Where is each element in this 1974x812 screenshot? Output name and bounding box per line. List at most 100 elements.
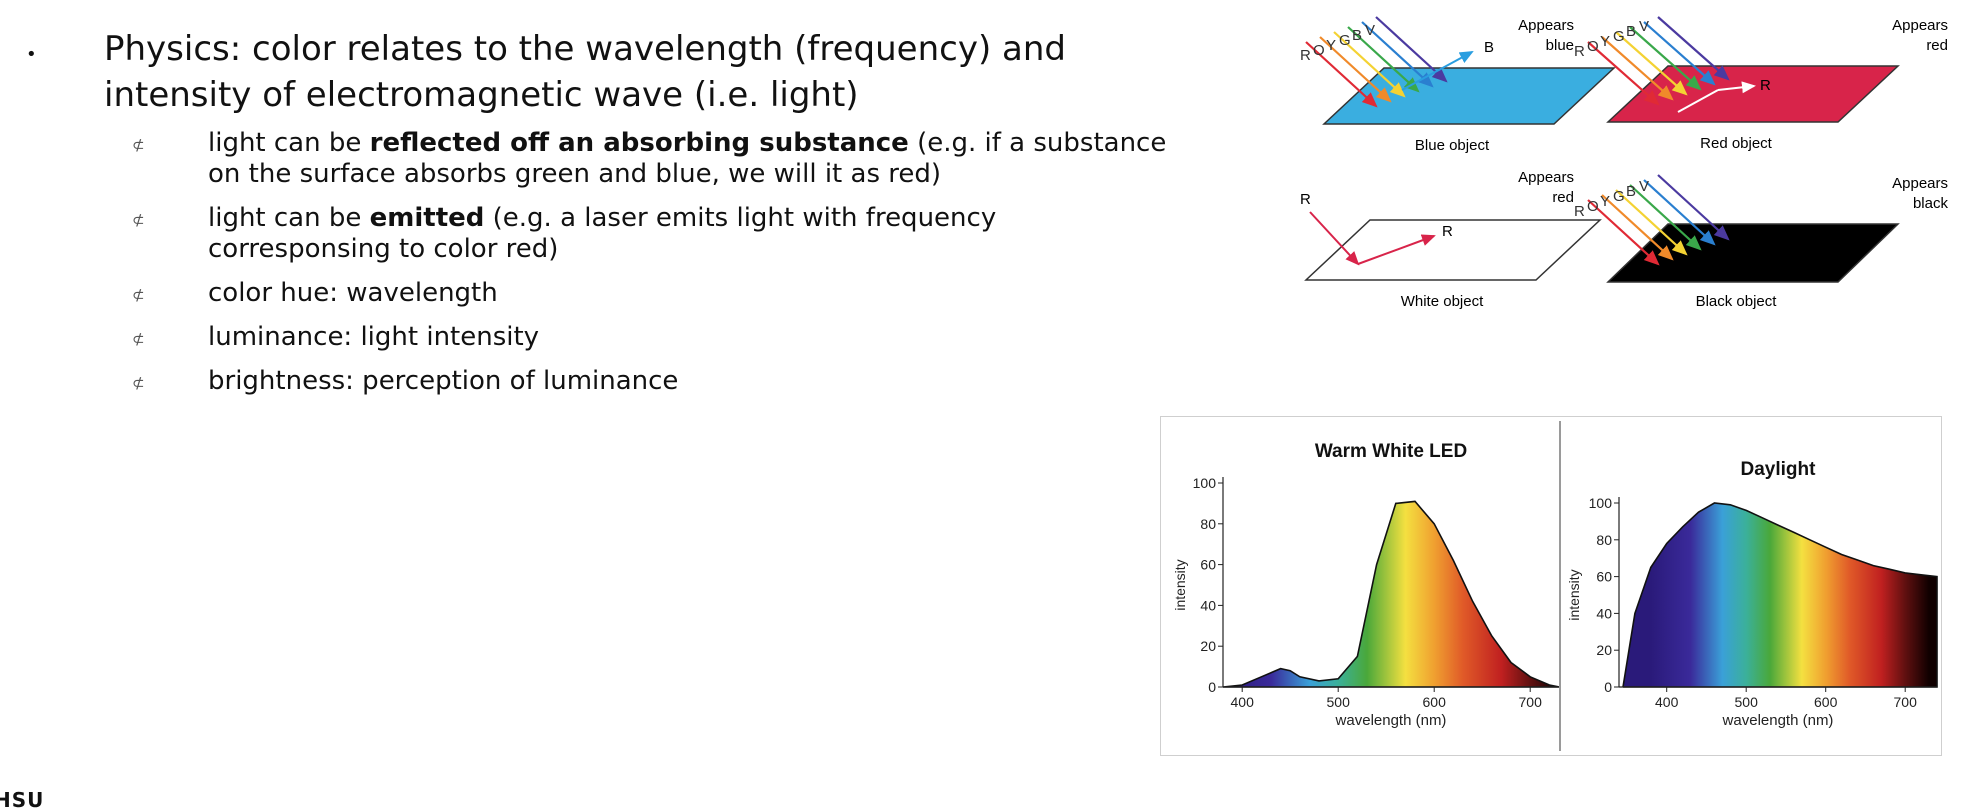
x-tick-label: 400 — [1231, 694, 1255, 710]
sub-bullet-item: ⊄ color hue: wavelength — [104, 278, 1174, 309]
x-tick-label: 700 — [1519, 694, 1543, 710]
color-reflection-diagram: R OY GB V B Appears blue Blue object R OY GB V… — [1300, 16, 1949, 310]
appears-label-line2: red — [1926, 37, 1948, 54]
ray-letter: Y — [1600, 33, 1610, 50]
x-axis-label: wavelength (nm) — [1335, 712, 1447, 729]
appears-label-line1: Appears — [1892, 175, 1948, 192]
ray-letters: R OY GB V — [1300, 22, 1375, 64]
panel-black-object: R OY GB V Appears black Black object — [1574, 174, 1949, 310]
appears-label-line1: Appears — [1892, 17, 1948, 34]
footer-logo-text: HSU — [0, 788, 45, 812]
incoming-ray — [1375, 16, 1448, 83]
incoming-ray — [1601, 194, 1674, 261]
spectrum-charts-panel: 0 20 40 60 80 100 400 500 600 700 Warm White LED wa… — [1160, 416, 1942, 756]
ray-letter: V — [1639, 18, 1649, 35]
ray-letter: Y — [1600, 193, 1610, 210]
ray-letter: B — [1352, 27, 1362, 44]
incoming-rays — [1587, 16, 1730, 106]
ray-letter: R — [1574, 203, 1585, 220]
panel-caption: Blue object — [1415, 137, 1490, 154]
reflected-label: R — [1442, 223, 1453, 240]
ray-letters: R OY GB V — [1574, 178, 1649, 220]
ray-letter: G — [1339, 32, 1351, 49]
ray-letter: R — [1300, 47, 1311, 64]
incoming-ray — [1587, 199, 1660, 266]
y-tick-label: 40 — [1596, 605, 1612, 621]
sub-bullet-item: ⊄ brightness: perception of luminance — [104, 366, 1174, 397]
bullet-glyph-icon: ⊄ — [132, 286, 145, 304]
incoming-ray — [1319, 36, 1392, 103]
incoming-ray — [1629, 184, 1702, 251]
chart-warm-white-led: 0 20 40 60 80 100 400 500 600 700 Warm White LED wa… — [1172, 441, 1559, 729]
chart-daylight: 0 20 40 60 80 100 400 500 600 700 Daylight waveleng… — [1566, 459, 1938, 729]
panel-blue-object: R OY GB V B Appears blue Blue object — [1300, 16, 1616, 154]
sub-bullet-item: ⊄ luminance: light intensity — [104, 322, 1174, 353]
panel-caption: White object — [1401, 293, 1484, 310]
sub-bullet-item: ⊄ light can be emitted (e.g. a laser emi… — [104, 203, 1174, 265]
incoming-rays — [1587, 174, 1730, 266]
y-tick-label: 80 — [1200, 516, 1216, 532]
x-tick-label: 500 — [1327, 694, 1351, 710]
appears-label-line1: Appears — [1518, 169, 1574, 186]
y-tick-label: 100 — [1193, 475, 1217, 491]
incoming-ray — [1643, 179, 1716, 246]
incoming-ray — [1587, 41, 1660, 106]
y-tick-label: 60 — [1596, 569, 1612, 585]
y-tick-label: 20 — [1200, 638, 1216, 654]
y-axis-label: intensity — [1566, 569, 1582, 620]
sub-bullet-text: light can be — [208, 203, 370, 233]
y-tick-label: 80 — [1596, 532, 1612, 548]
panel-white-object: R R Appears red White object — [1300, 169, 1602, 310]
appears-label-line2: black — [1913, 195, 1949, 212]
panel-red-object: R OY GB V R Appears red Red object — [1574, 16, 1948, 152]
ray-letter: O — [1587, 198, 1599, 215]
ray-letter: V — [1639, 178, 1649, 195]
sub-bullet-text: brightness: perception of luminance — [208, 366, 679, 396]
main-bullet: • — [26, 44, 37, 65]
x-tick-label: 700 — [1894, 694, 1918, 710]
x-tick-label: 600 — [1814, 694, 1838, 710]
reflected-ray — [1717, 81, 1756, 94]
y-tick-label: 20 — [1596, 642, 1612, 658]
bullet-glyph-icon: ⊄ — [132, 211, 145, 229]
surface-plane — [1322, 67, 1616, 125]
bullet-glyph-icon: ⊄ — [132, 330, 145, 348]
sub-bullet-text: light can be — [208, 128, 370, 158]
reflected-ray — [1357, 234, 1436, 265]
reflected-ray — [1677, 89, 1719, 113]
spectrum-area — [1222, 500, 1559, 688]
ray-letter: G — [1613, 28, 1625, 45]
y-tick-label: 0 — [1604, 679, 1612, 695]
x-tick-label: 600 — [1423, 694, 1447, 710]
incoming-ray — [1361, 21, 1434, 88]
y-axis-label: intensity — [1172, 559, 1188, 610]
panel-caption: Red object — [1700, 135, 1773, 152]
ray-letter: G — [1613, 188, 1625, 205]
incoming-ray — [1333, 31, 1406, 98]
sub-bullet-bold: emitted — [369, 203, 485, 233]
incoming-label: R — [1300, 191, 1311, 208]
appears-label-line2: red — [1552, 189, 1574, 206]
chart-title: Warm White LED — [1315, 441, 1467, 462]
surface-plane — [1606, 65, 1900, 123]
sub-bullet-text: color hue: wavelength — [208, 278, 498, 308]
x-axis-label: wavelength (nm) — [1722, 712, 1834, 729]
appears-label-line1: Appears — [1518, 17, 1574, 34]
sub-bullet-text: luminance: light intensity — [208, 322, 540, 352]
chart-title: Daylight — [1741, 459, 1817, 480]
incoming-ray — [1643, 21, 1716, 86]
incoming-ray — [1305, 41, 1378, 108]
main-text: Physics: color relates to the wavelength… — [104, 29, 1066, 115]
incoming-ray — [1629, 26, 1702, 91]
sub-bullet-item: ⊄ light can be reflected off an absorbin… — [104, 128, 1174, 190]
ray-letter: V — [1365, 22, 1375, 39]
sub-bullet-list: ⊄ light can be reflected off an absorbin… — [104, 128, 1174, 410]
spectrum-area — [1622, 502, 1938, 688]
charts-divider — [1559, 421, 1561, 751]
x-tick-label: 500 — [1735, 694, 1759, 710]
incoming-rays — [1305, 16, 1448, 108]
ray-letter: O — [1313, 42, 1325, 59]
ray-letter: B — [1626, 23, 1636, 40]
incoming-ray — [1347, 26, 1420, 93]
panel-caption: Black object — [1696, 293, 1778, 310]
